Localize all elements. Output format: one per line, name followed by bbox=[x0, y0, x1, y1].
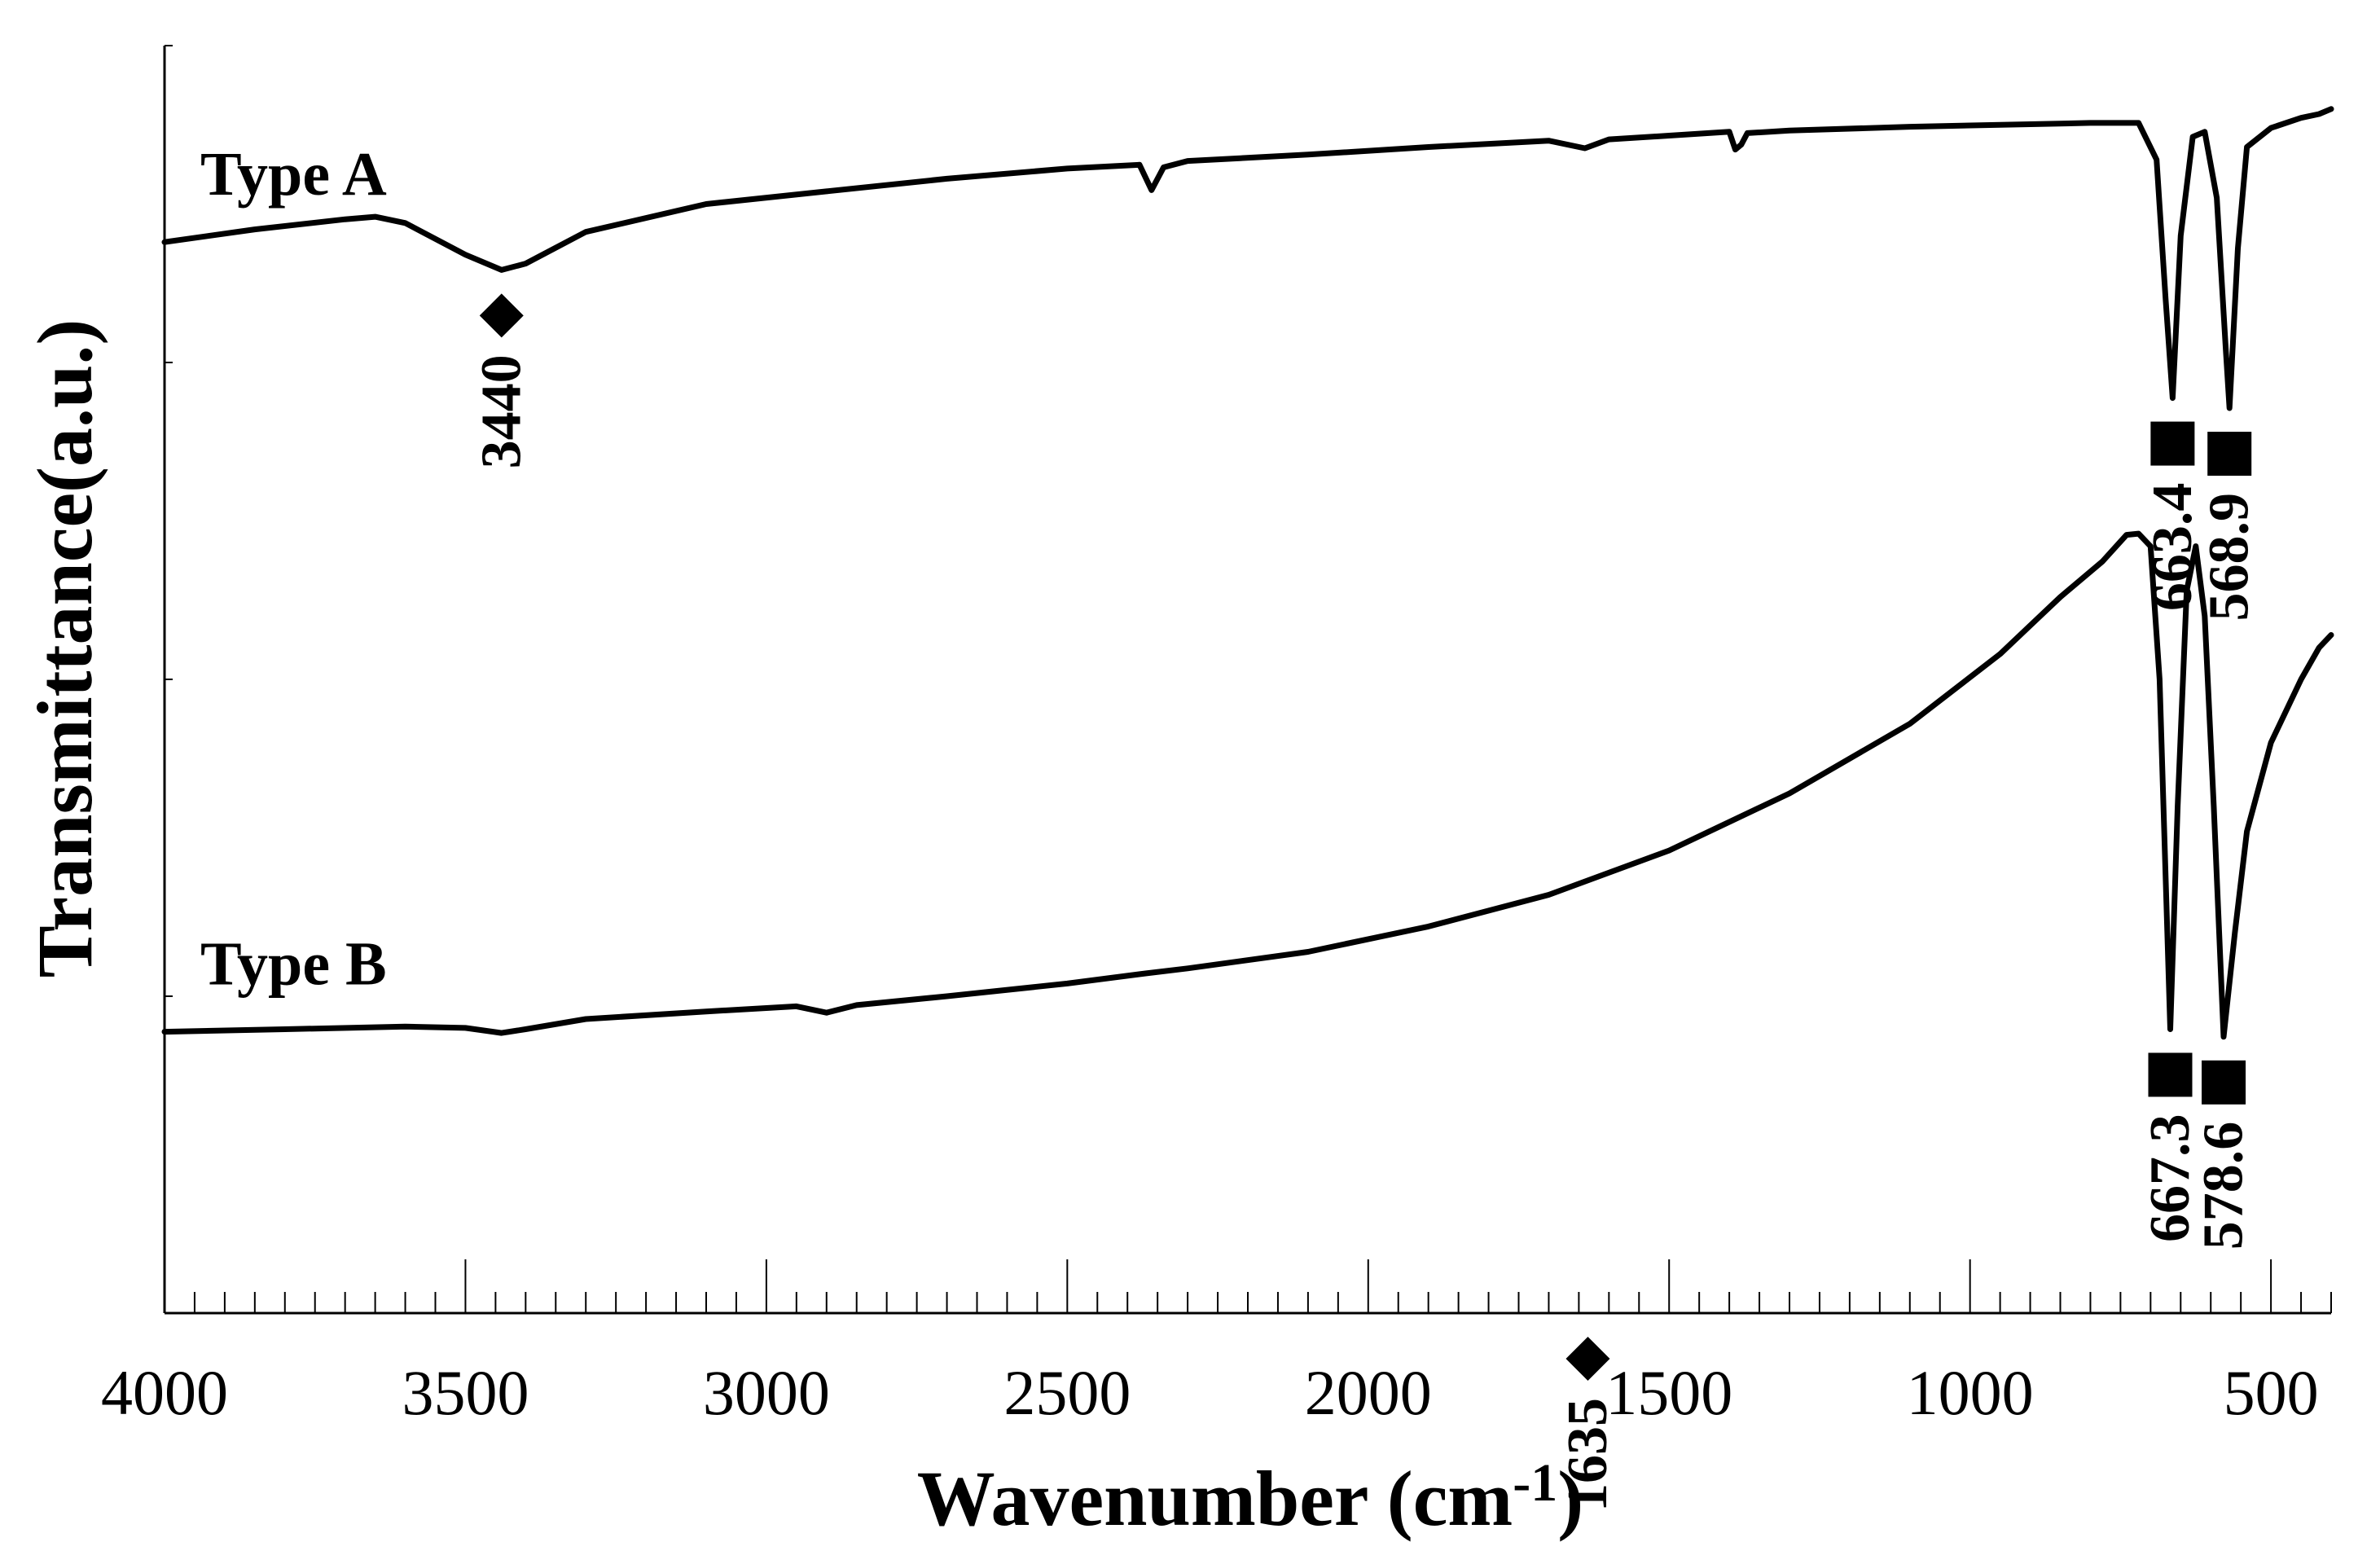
square-marker bbox=[2207, 432, 2252, 477]
series-line-type-a bbox=[161, 106, 2334, 411]
x-tick-label: 4000 bbox=[101, 1357, 228, 1428]
x-tick-label: 2000 bbox=[1305, 1357, 1432, 1428]
x-axis-title: Wavenumber (cm-1) bbox=[917, 1453, 1583, 1542]
series-line-type-b bbox=[161, 530, 2334, 1040]
x-tick-label: 2500 bbox=[1003, 1357, 1131, 1428]
diamond-marker bbox=[1565, 1337, 1610, 1381]
peak-label: 568.9 bbox=[2198, 493, 2261, 622]
peak-label: 1635 bbox=[1557, 1398, 1619, 1512]
x-tick-label: 1500 bbox=[1605, 1357, 1732, 1428]
x-tick-group: 4000 3500 3000 2500 2000 1500 1000 500 bbox=[101, 1259, 2332, 1428]
diamond-marker bbox=[479, 293, 524, 338]
peak-label: 667.3 bbox=[2139, 1114, 2202, 1242]
y-axis-title: Transmittance(a.u.) bbox=[21, 319, 108, 978]
series-group bbox=[161, 106, 2334, 1040]
peak-label: 3440 bbox=[470, 354, 533, 468]
series-label-type-a: Type A bbox=[200, 140, 387, 209]
x-tick-label: 3500 bbox=[402, 1357, 529, 1428]
x-tick-label: 1000 bbox=[1907, 1357, 2034, 1428]
square-marker bbox=[2148, 1052, 2193, 1097]
y-tick-group bbox=[165, 45, 173, 1314]
series-label-type-b: Type B bbox=[200, 930, 387, 999]
x-tick-label: 500 bbox=[2224, 1357, 2319, 1428]
peak-label: 578.6 bbox=[2193, 1122, 2255, 1250]
square-marker bbox=[2150, 421, 2195, 466]
peak-label: 663.4 bbox=[2141, 483, 2204, 612]
x-tick-label: 3000 bbox=[703, 1357, 830, 1428]
series-label-group: Type A Type B bbox=[200, 140, 387, 998]
square-marker bbox=[2202, 1060, 2246, 1105]
